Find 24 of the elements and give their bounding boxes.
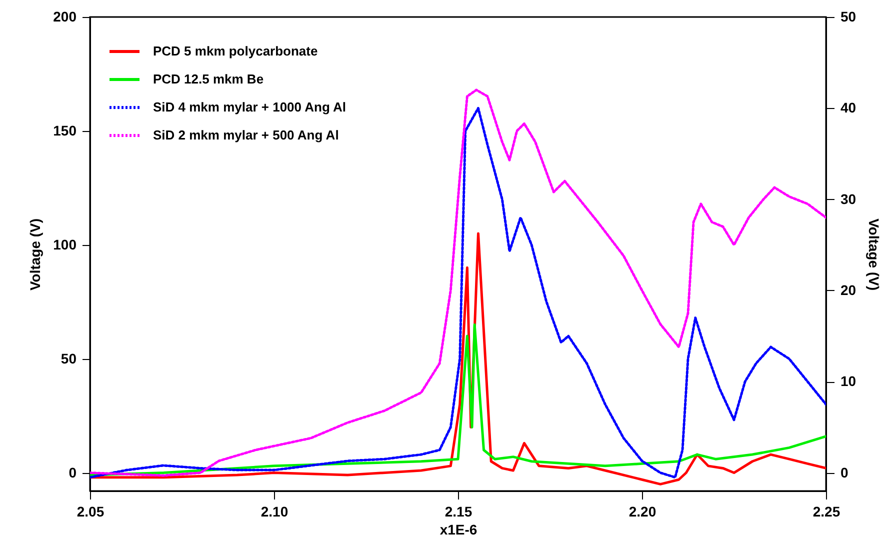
x-tick-label: 2.25 <box>812 504 840 520</box>
x-tick-label: 2.15 <box>444 504 472 520</box>
x-axis-title: x1E-6 <box>440 522 478 538</box>
y2-tick-label: 50 <box>840 8 856 24</box>
y2-tick-label: 30 <box>840 190 856 207</box>
y-tick-label: 100 <box>53 236 77 252</box>
y2-tick-label: 40 <box>840 100 856 116</box>
y2-axis-title: Voltage (V) <box>866 218 882 291</box>
y2-tick-label: 20 <box>840 282 856 298</box>
y-axis-title: Voltage (V) <box>27 218 44 291</box>
y-tick-label: 150 <box>53 122 77 138</box>
x-tick-label: 2.10 <box>260 504 288 520</box>
y-tick-label: 200 <box>53 8 77 24</box>
y-tick-label: 0 <box>68 464 77 480</box>
y2-tick-label: 10 <box>840 373 856 390</box>
legend-label: PCD 5 mkm polycarbonate <box>153 44 318 58</box>
y-tick-label: 50 <box>60 350 77 366</box>
legend-label: SiD 4 mkm mylar + 1000 Ang Al <box>153 100 346 114</box>
x-tick-label: 2.20 <box>628 504 656 520</box>
legend-label: SiD 2 mkm mylar + 500 Ang Al <box>153 128 339 142</box>
line-series <box>90 323 826 476</box>
x-tick-label: 2.05 <box>76 504 104 520</box>
y2-tick-label: 0 <box>840 464 848 480</box>
legend-label: PCD 12.5 mkm Be <box>153 72 264 86</box>
